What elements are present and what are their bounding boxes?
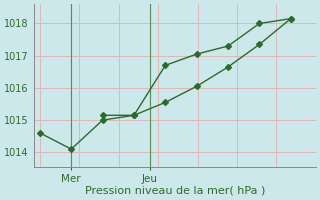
X-axis label: Pression niveau de la mer( hPa ): Pression niveau de la mer( hPa ): [84, 186, 265, 196]
